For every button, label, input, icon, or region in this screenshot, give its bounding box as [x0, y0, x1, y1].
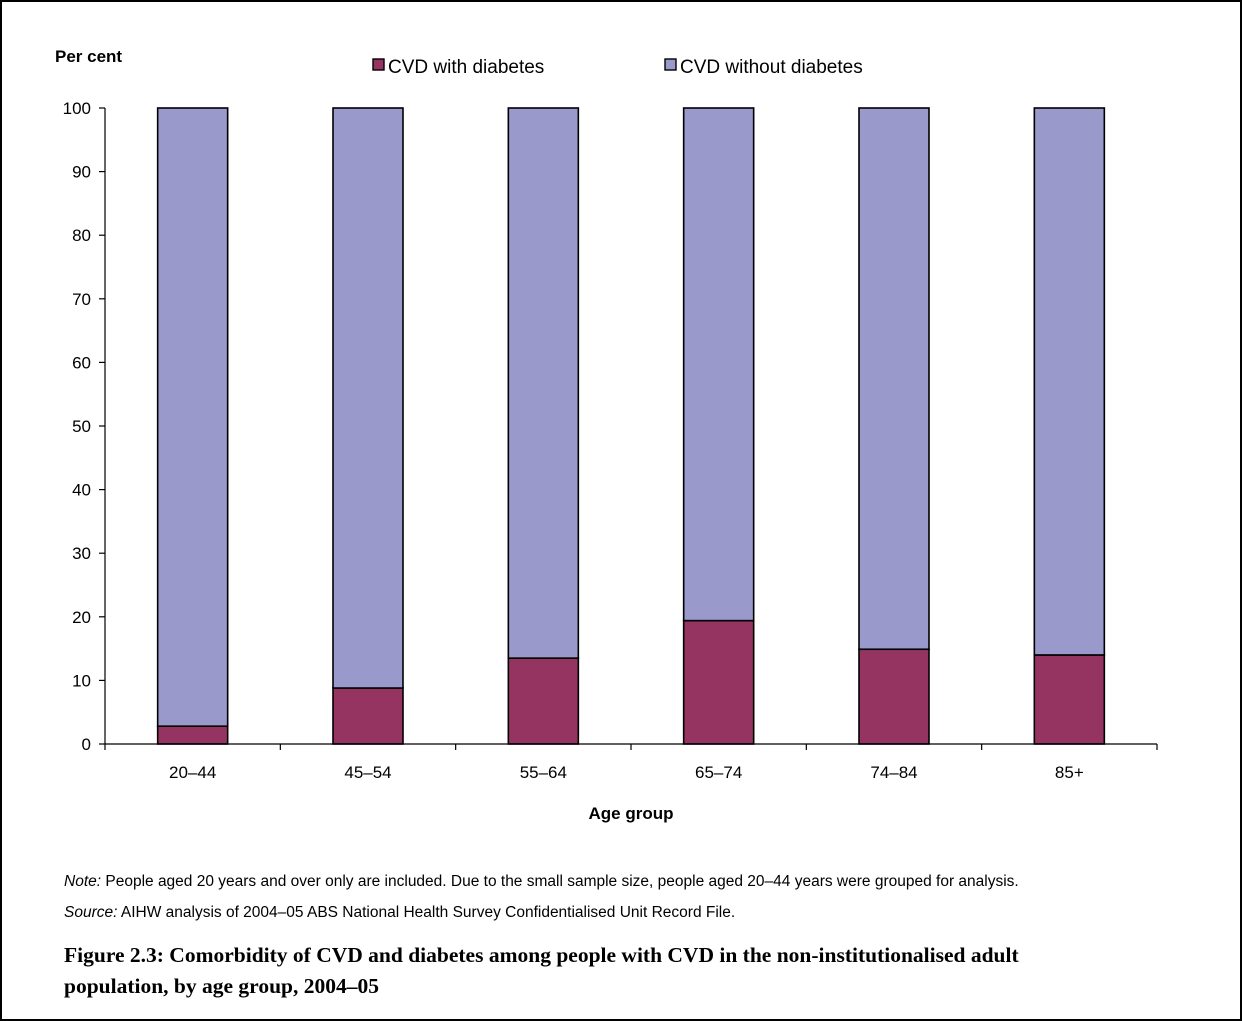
- bar-without-diabetes-3: [682, 107, 755, 622]
- y-tick-label: 10: [72, 671, 91, 690]
- bar-without-diabetes-2: [507, 107, 580, 659]
- x-tick-label: 55–64: [520, 763, 567, 782]
- bar-without-diabetes-1: [332, 107, 404, 689]
- bar-with-diabetes-2: [507, 657, 580, 745]
- y-tick-label: 60: [72, 353, 91, 372]
- y-tick-label: 70: [72, 290, 91, 309]
- bar-without-diabetes-5: [1033, 107, 1106, 656]
- legend-swatch-1: [664, 58, 677, 71]
- x-tick-label: 45–54: [344, 763, 391, 782]
- y-tick-label: 80: [72, 226, 91, 245]
- x-tick-label: 65–74: [695, 763, 742, 782]
- source-label: Source:: [64, 904, 118, 921]
- bar-with-diabetes-5: [1033, 654, 1106, 745]
- y-tick-label: 100: [63, 99, 91, 118]
- bar-without-diabetes-4: [858, 107, 930, 651]
- note-text: People aged 20 years and over only are i…: [101, 873, 1019, 890]
- stacked-bar-chart: Per cent 20–44 45–54 55–64 65–74 74–84 85+ 0 10 2…: [55, 47, 1158, 823]
- bar-with-diabetes-1: [332, 687, 404, 745]
- figure-note: Note: People aged 20 years and over only…: [64, 873, 1019, 891]
- y-tick-label: 20: [72, 608, 91, 627]
- x-tick-label: 20–44: [169, 763, 216, 782]
- y-tick-label: 0: [82, 735, 91, 754]
- bar-with-diabetes-3: [682, 619, 755, 745]
- y-tick-label: 50: [72, 417, 91, 436]
- y-tick-label: 30: [72, 544, 91, 563]
- legend-swatch-0: [372, 58, 385, 71]
- figure-caption: Figure 2.3: Comorbidity of CVD and diabe…: [64, 943, 1019, 998]
- y-tick-label: 40: [72, 481, 91, 500]
- x-tick-label: 74–84: [870, 763, 917, 782]
- legend-label-0: CVD with diabetes: [388, 57, 544, 78]
- bar-with-diabetes-0: [156, 725, 229, 745]
- note-label: Note:: [64, 873, 102, 890]
- y-tick-label: 90: [72, 163, 91, 182]
- x-axis-title: Age group: [589, 804, 674, 823]
- figure-source: Source: AIHW analysis of 2004–05 ABS Nat…: [64, 904, 735, 922]
- bar-with-diabetes-4: [858, 648, 930, 745]
- y-axis-title: Per cent: [55, 47, 122, 66]
- source-text: AIHW analysis of 2004–05 ABS National He…: [117, 904, 736, 921]
- legend-label-1: CVD without diabetes: [680, 57, 863, 78]
- x-tick-label: 85+: [1055, 763, 1084, 782]
- bar-without-diabetes-0: [156, 107, 229, 727]
